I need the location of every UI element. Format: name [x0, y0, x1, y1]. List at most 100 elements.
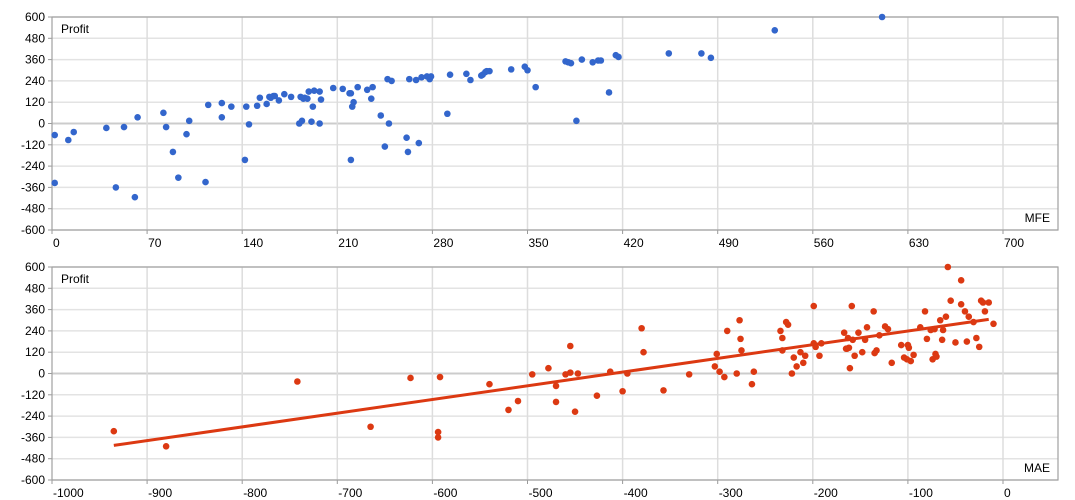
mae-data-point[interactable] [905, 344, 913, 352]
mae-data-point[interactable] [294, 378, 301, 385]
mae-data-point[interactable] [846, 364, 854, 372]
mfe-data-point[interactable] [573, 117, 580, 125]
mae-data-point[interactable] [944, 263, 952, 271]
mae-data-point[interactable] [990, 320, 997, 328]
mfe-data-point[interactable] [363, 86, 371, 94]
mae-data-point[interactable] [863, 324, 871, 331]
mfe-data-point[interactable] [65, 136, 72, 144]
mfe-data-point[interactable] [51, 131, 59, 139]
mfe-data-point[interactable] [524, 66, 531, 74]
mfe-data-point[interactable] [204, 101, 212, 109]
mae-data-point[interactable] [685, 371, 693, 378]
mfe-data-point[interactable] [103, 124, 110, 132]
mae-data-point[interactable] [848, 302, 856, 310]
mae-data-point[interactable] [931, 325, 938, 333]
mae-data-point[interactable] [797, 348, 804, 356]
mae-data-point[interactable] [638, 324, 645, 332]
mfe-data-point[interactable] [615, 53, 622, 61]
mae-data-point[interactable] [851, 352, 858, 360]
mae-data-point[interactable] [738, 347, 745, 354]
mfe-data-point[interactable] [507, 66, 515, 73]
mfe-data-point[interactable] [245, 121, 253, 128]
mae-data-point[interactable] [936, 316, 944, 324]
mae-data-point[interactable] [888, 359, 896, 367]
mae-data-point[interactable] [812, 343, 819, 351]
mae-data-point[interactable] [545, 364, 552, 372]
mae-data-point[interactable] [855, 329, 862, 336]
mae-data-point[interactable] [858, 348, 866, 356]
mfe-data-point[interactable] [310, 87, 318, 94]
mae-data-point[interactable] [923, 335, 931, 343]
mfe-data-point[interactable] [567, 59, 575, 67]
mae-data-point[interactable] [952, 339, 959, 346]
mae-data-point[interactable] [552, 398, 560, 406]
mfe-data-point[interactable] [385, 120, 393, 127]
mae-data-point[interactable] [975, 343, 983, 351]
mfe-data-point[interactable] [185, 117, 193, 125]
mae-data-point[interactable] [571, 408, 579, 415]
mae-data-point[interactable] [736, 316, 743, 324]
mae-data-point[interactable] [799, 359, 807, 367]
mfe-data-point[interactable] [404, 148, 412, 156]
mae-data-point[interactable] [733, 370, 741, 377]
mae-data-point[interactable] [957, 300, 965, 308]
mae-data-point[interactable] [897, 341, 905, 349]
mae-data-point[interactable] [907, 357, 915, 365]
mae-data-point[interactable] [566, 342, 574, 350]
mae-data-point[interactable] [110, 427, 118, 435]
mae-data-point[interactable] [606, 368, 614, 376]
mae-data-point[interactable] [723, 327, 731, 335]
mae-data-point[interactable] [910, 351, 917, 359]
mfe-data-point[interactable] [253, 102, 261, 110]
mae-data-point[interactable] [985, 299, 993, 306]
mae-data-point[interactable] [574, 370, 582, 377]
mfe-data-point[interactable] [287, 93, 295, 101]
mfe-data-point[interactable] [317, 96, 325, 103]
mae-data-point[interactable] [965, 313, 973, 320]
mfe-data-point[interactable] [589, 58, 597, 66]
mfe-data-point[interactable] [369, 83, 376, 91]
mfe-data-point[interactable] [304, 95, 311, 102]
mae-data-point[interactable] [801, 352, 809, 360]
mae-data-point[interactable] [777, 327, 784, 335]
mae-data-point[interactable] [947, 297, 954, 305]
mfe-data-point[interactable] [242, 103, 250, 110]
mae-data-point[interactable] [818, 340, 825, 347]
mae-data-point[interactable] [436, 373, 444, 381]
mae-data-point[interactable] [407, 374, 414, 382]
mae-data-point[interactable] [514, 397, 522, 405]
mae-data-point[interactable] [750, 368, 758, 376]
mfe-data-point[interactable] [415, 139, 423, 147]
mfe-data-point[interactable] [878, 13, 886, 21]
mae-data-point[interactable] [505, 406, 512, 414]
mfe-data-point[interactable] [202, 178, 209, 186]
mfe-data-point[interactable] [597, 57, 605, 64]
mfe-data-point[interactable] [578, 56, 586, 63]
mae-data-point[interactable] [624, 370, 631, 377]
mfe-data-point[interactable] [329, 84, 337, 92]
mfe-data-point[interactable] [316, 120, 323, 127]
mae-data-point[interactable] [434, 428, 442, 436]
mae-data-point[interactable] [942, 313, 950, 320]
mfe-data-point[interactable] [51, 179, 59, 187]
mfe-data-point[interactable] [298, 117, 306, 125]
mfe-data-point[interactable] [281, 90, 288, 98]
mae-data-point[interactable] [737, 335, 744, 343]
mfe-data-point[interactable] [275, 97, 283, 104]
mfe-data-point[interactable] [308, 118, 315, 126]
mfe-data-point[interactable] [406, 75, 413, 83]
mae-data-point[interactable] [933, 353, 940, 360]
mae-data-point[interactable] [367, 423, 374, 431]
mae-data-point[interactable] [979, 299, 987, 306]
mfe-data-point[interactable] [771, 27, 779, 34]
mfe-data-point[interactable] [256, 94, 264, 102]
mae-data-point[interactable] [619, 387, 626, 395]
mfe-data-point[interactable] [218, 99, 226, 107]
mae-data-point[interactable] [716, 368, 723, 376]
mae-data-point[interactable] [840, 329, 848, 336]
mae-data-point[interactable] [790, 354, 798, 361]
mae-data-point[interactable] [845, 344, 853, 352]
mfe-data-point[interactable] [427, 73, 435, 80]
mae-data-point[interactable] [849, 336, 857, 344]
mae-data-point[interactable] [552, 382, 560, 390]
